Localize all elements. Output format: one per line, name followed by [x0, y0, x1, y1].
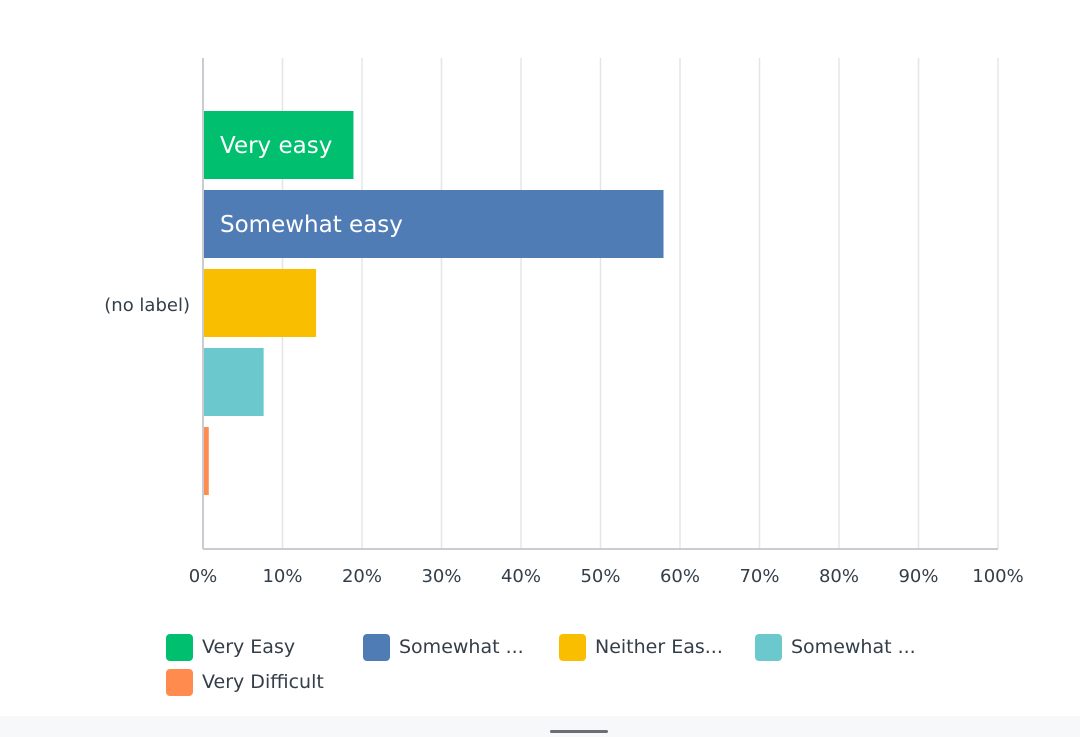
legend-swatch [559, 633, 586, 661]
x-tick-label: 100% [972, 566, 1023, 587]
axes: 0% 10% 20% 30% 40% 50% 60% 70% 80% 90% 100% (no lab… [104, 58, 1024, 587]
drag-handle[interactable] [550, 730, 608, 733]
gridlines [281, 58, 999, 549]
legend-label: Very Difficult [202, 671, 324, 693]
bar [204, 269, 317, 337]
legend-label: Somewhat ... [791, 636, 916, 658]
category-label: (no label) [104, 295, 190, 316]
legend-swatch [363, 633, 390, 661]
x-tick-label: 80% [819, 566, 859, 587]
x-tick-label: 70% [739, 566, 779, 587]
bars: Very easy Somewhat easy [204, 111, 664, 495]
legend-label: Very Easy [202, 636, 296, 658]
legend-item[interactable]: Very Easy [166, 632, 295, 662]
legend-label: Neither Eas... [595, 636, 723, 658]
x-tick-label: 90% [898, 566, 938, 587]
bar [204, 111, 354, 179]
bar [204, 190, 664, 258]
legend-swatch [166, 668, 193, 696]
bar-data-label: Very easy [220, 133, 332, 159]
x-tick-label: 50% [580, 566, 620, 587]
x-tick-label: 20% [342, 566, 382, 587]
bar [204, 348, 264, 416]
x-tick-label: 60% [660, 566, 700, 587]
legend-item[interactable]: Neither Eas... [559, 632, 723, 662]
legend-label: Somewhat ... [399, 636, 524, 658]
legend-swatch [755, 633, 782, 661]
legend-item[interactable]: Very Difficult [166, 667, 324, 697]
legend-item[interactable]: Somewhat ... [755, 632, 916, 662]
bar [204, 427, 209, 495]
legend-item[interactable]: Somewhat ... [363, 632, 524, 662]
bottom-panel [0, 716, 1080, 737]
bar-data-label: Somewhat easy [220, 212, 403, 238]
x-tick-label: 10% [262, 566, 302, 587]
x-tick-label: 0% [189, 566, 218, 587]
x-tick-label: 30% [421, 566, 461, 587]
legend-swatch [166, 633, 193, 661]
x-tick-label: 40% [501, 566, 541, 587]
